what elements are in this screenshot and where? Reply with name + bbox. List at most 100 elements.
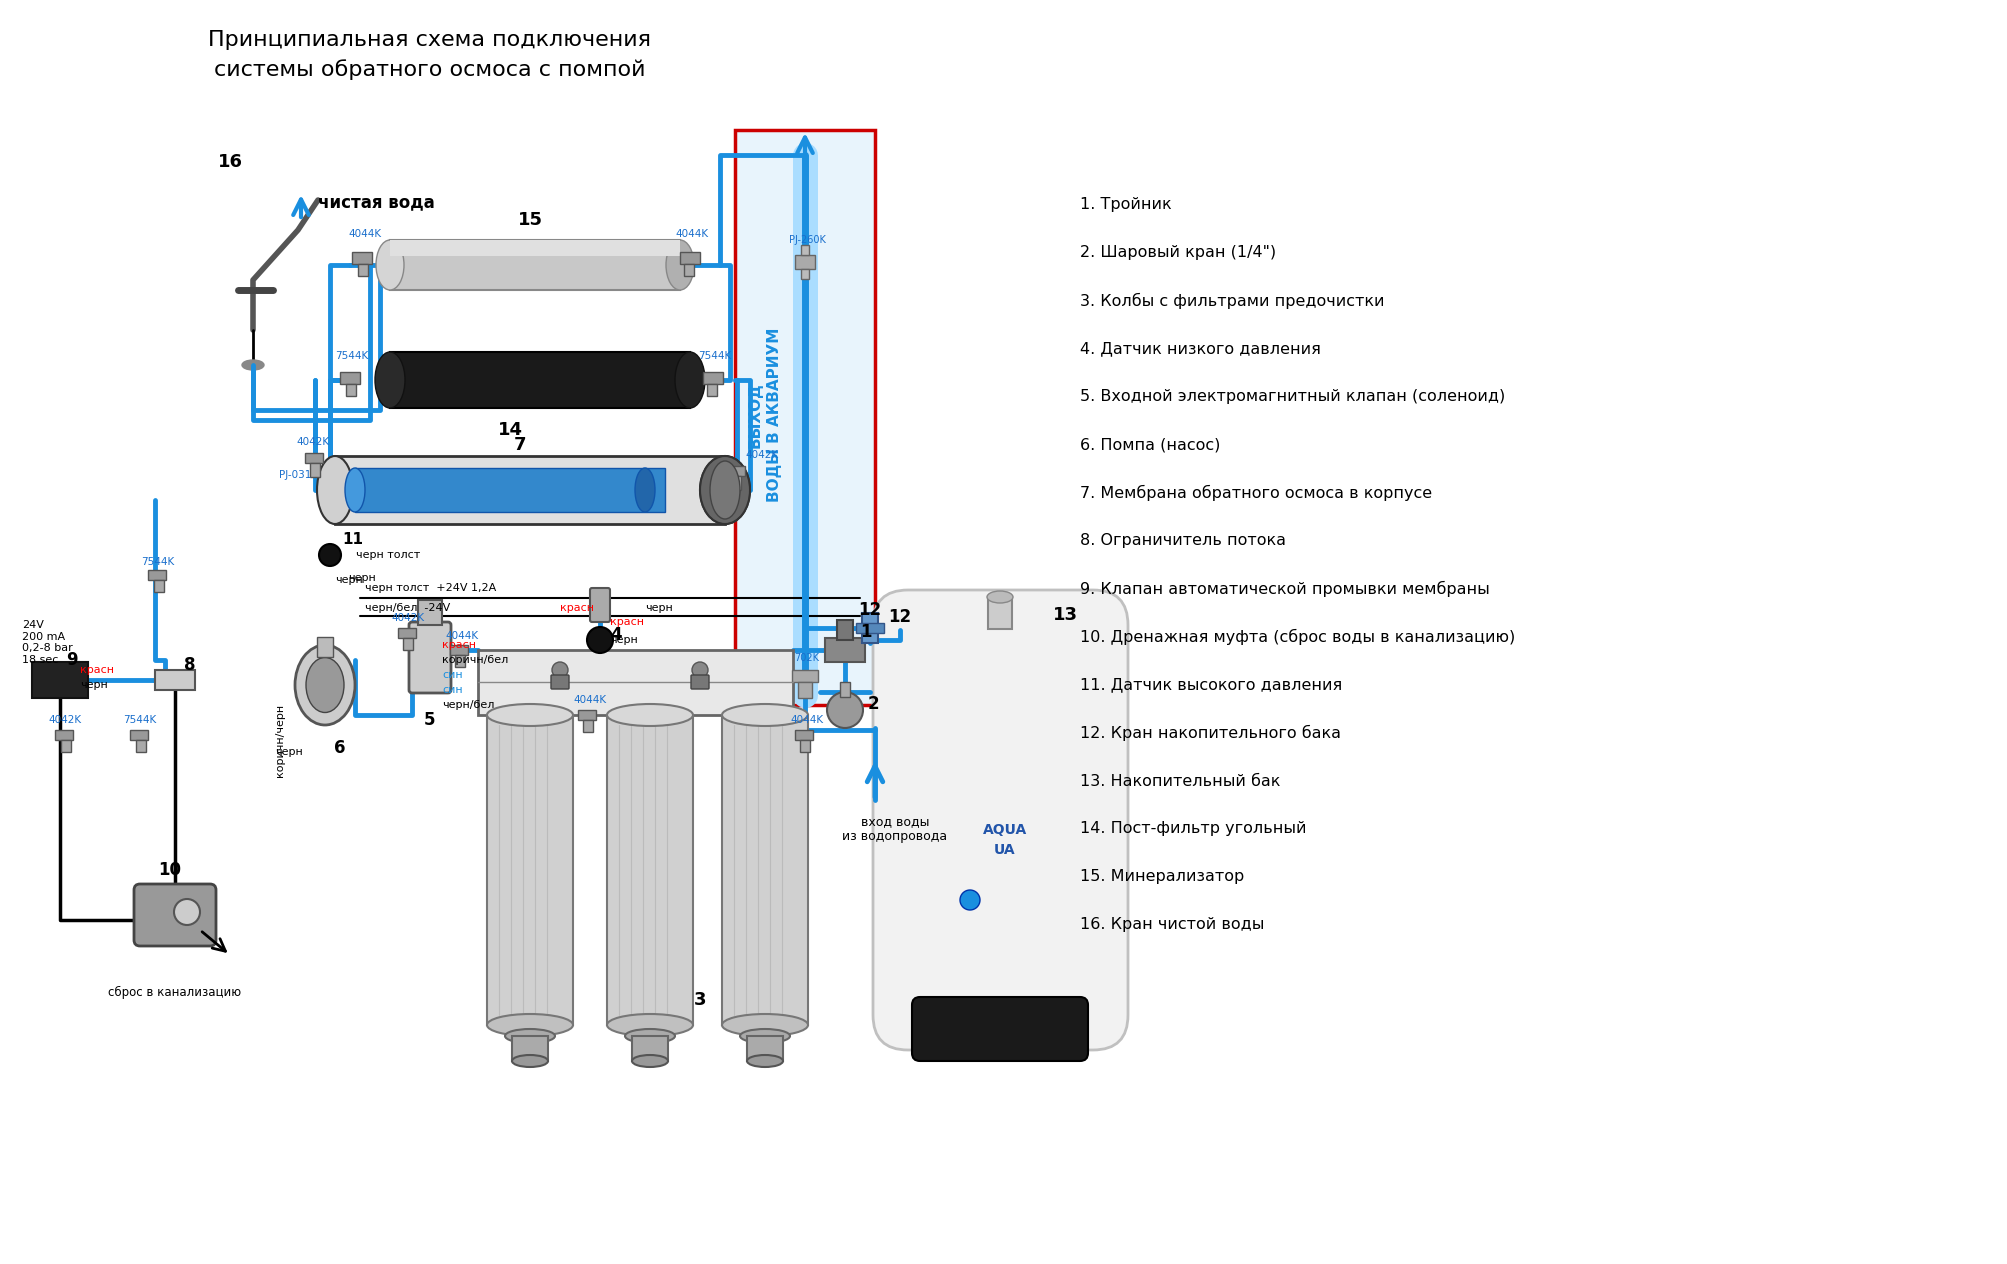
Ellipse shape — [710, 461, 741, 520]
Text: 10. Дренажная муфта (сброс воды в канализацию): 10. Дренажная муфта (сброс воды в канали… — [1080, 629, 1515, 645]
Circle shape — [959, 890, 979, 910]
Text: 8: 8 — [185, 656, 195, 674]
Text: красн: красн — [442, 640, 476, 650]
Bar — [791, 670, 817, 683]
Bar — [727, 466, 745, 477]
Bar — [731, 477, 741, 490]
Text: 4044K: 4044K — [349, 229, 381, 239]
Bar — [149, 570, 167, 580]
Ellipse shape — [512, 1055, 548, 1067]
Bar — [488, 715, 572, 1025]
Ellipse shape — [488, 1014, 572, 1036]
Bar — [345, 384, 355, 396]
Ellipse shape — [666, 240, 694, 289]
Bar — [680, 252, 700, 264]
Text: 4. Датчик низкого давления: 4. Датчик низкого давления — [1080, 341, 1321, 356]
Text: 7544K: 7544K — [122, 715, 157, 726]
Bar — [335, 456, 725, 525]
Text: син: син — [442, 685, 462, 695]
Ellipse shape — [317, 456, 353, 525]
Ellipse shape — [606, 1014, 692, 1036]
Ellipse shape — [723, 1014, 807, 1036]
Text: Принципиальная схема подключения: Принципиальная схема подключения — [209, 30, 650, 51]
Text: ВОДЫ В АКВАРИУМ: ВОДЫ В АКВАРИУМ — [767, 327, 783, 502]
Bar — [478, 650, 793, 715]
Text: черн: черн — [644, 603, 672, 613]
Bar — [305, 453, 323, 463]
Text: 1: 1 — [859, 623, 871, 641]
Bar — [747, 1036, 783, 1060]
Text: черн/бел: черн/бел — [442, 700, 494, 710]
Text: коричн/бел: коричн/бел — [442, 655, 508, 665]
Text: 6. Помпа (насос): 6. Помпа (насос) — [1080, 437, 1220, 453]
Ellipse shape — [305, 657, 343, 713]
Text: 7544K: 7544K — [140, 557, 175, 568]
Bar — [155, 670, 195, 690]
Text: 16: 16 — [217, 153, 243, 171]
Ellipse shape — [375, 240, 403, 289]
Text: PJ-260K: PJ-260K — [789, 235, 825, 245]
Bar — [702, 372, 723, 384]
Bar — [706, 384, 716, 396]
Text: син: син — [442, 670, 462, 680]
Ellipse shape — [674, 351, 704, 408]
Text: системы обратного осмоса с помпой: системы обратного осмоса с помпой — [215, 59, 646, 81]
Bar — [735, 130, 875, 705]
Text: 14. Пост-фильтр угольный: 14. Пост-фильтр угольный — [1080, 822, 1307, 837]
Ellipse shape — [243, 360, 263, 370]
Text: 1. Тройник: 1. Тройник — [1080, 197, 1170, 212]
Bar — [54, 731, 72, 739]
Ellipse shape — [345, 468, 365, 512]
Ellipse shape — [700, 456, 751, 525]
Text: 3. Колбы с фильтрами предочистки: 3. Колбы с фильтрами предочистки — [1080, 293, 1383, 310]
Ellipse shape — [747, 1055, 783, 1067]
Text: черн: черн — [335, 575, 363, 585]
Text: черн: черн — [610, 635, 638, 645]
Bar — [855, 623, 883, 633]
Ellipse shape — [586, 627, 612, 653]
Text: 4042K: 4042K — [297, 437, 329, 447]
Bar — [389, 240, 680, 257]
Bar — [578, 710, 596, 720]
Ellipse shape — [319, 544, 341, 566]
Text: 702K: 702K — [795, 653, 819, 664]
Text: чистая вода: чистая вода — [317, 193, 436, 211]
Text: 4044K: 4044K — [791, 715, 823, 726]
Text: 14: 14 — [498, 421, 522, 439]
FancyBboxPatch shape — [873, 590, 1128, 1050]
Bar — [723, 715, 807, 1025]
Bar — [155, 580, 165, 592]
FancyBboxPatch shape — [590, 588, 610, 622]
FancyBboxPatch shape — [550, 675, 568, 689]
Text: AQUA: AQUA — [981, 823, 1028, 837]
Bar — [397, 628, 415, 638]
Text: 24V
200 mA
0,2-8 bar
18 sec: 24V 200 mA 0,2-8 bar 18 sec — [22, 621, 72, 665]
Text: 6: 6 — [333, 739, 345, 757]
Bar — [861, 613, 877, 643]
Text: красн: красн — [80, 665, 114, 675]
Ellipse shape — [634, 468, 654, 512]
Bar — [417, 600, 442, 624]
Text: 5. Входной электромагнитный клапан (соленоид): 5. Входной электромагнитный клапан (соле… — [1080, 389, 1505, 404]
Text: 5: 5 — [423, 710, 436, 729]
Text: коричн/черн: коричн/черн — [275, 704, 285, 776]
Bar — [795, 731, 813, 739]
Text: вход воды
из водопровода: вход воды из водопровода — [843, 815, 947, 843]
Text: 7. Мембрана обратного осмоса в корпусе: 7. Мембрана обратного осмоса в корпусе — [1080, 485, 1431, 501]
Bar — [795, 255, 815, 269]
Text: черн/бел  -24V: черн/бел -24V — [365, 603, 450, 613]
Bar — [403, 638, 413, 650]
FancyBboxPatch shape — [409, 622, 452, 693]
Ellipse shape — [741, 1029, 789, 1043]
Bar — [825, 638, 865, 662]
Text: 13. Накопительный бак: 13. Накопительный бак — [1080, 774, 1280, 789]
Bar — [355, 468, 664, 512]
Text: черн: черн — [275, 747, 303, 757]
Ellipse shape — [624, 1029, 674, 1043]
Text: 9: 9 — [66, 651, 78, 669]
Bar — [456, 655, 466, 667]
Bar — [797, 683, 811, 698]
Text: 2: 2 — [867, 695, 879, 713]
Ellipse shape — [375, 351, 405, 408]
Bar — [32, 662, 88, 698]
